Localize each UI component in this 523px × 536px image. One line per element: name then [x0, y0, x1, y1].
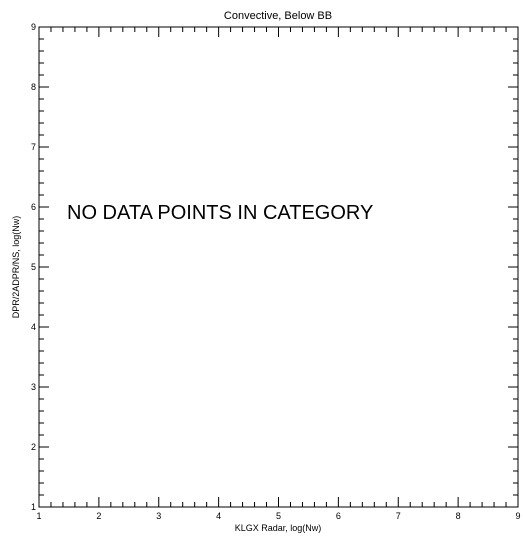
x-tick-label: 7	[396, 511, 401, 521]
y-tick-label: 4	[31, 322, 36, 332]
x-tick-label: 6	[336, 511, 341, 521]
y-tick-label: 5	[31, 262, 36, 272]
y-tick-label: 1	[31, 502, 36, 512]
y-tick-label: 9	[31, 22, 36, 32]
y-tick-label: 7	[31, 142, 36, 152]
chart-title: Convective, Below BB	[224, 10, 332, 22]
x-tick-label: 3	[156, 511, 161, 521]
y-tick-label: 3	[31, 382, 36, 392]
x-tick-label: 9	[515, 511, 520, 521]
axis-tick-labels: 1 2 3 4 5 6 7 8 9 1 2 3 4 5 6 7 8 9	[31, 22, 521, 521]
y-tick-label: 2	[31, 442, 36, 452]
y-tick-label: 8	[31, 82, 36, 92]
x-tick-label: 4	[216, 511, 221, 521]
x-axis-label: KLGX Radar, log(Nw)	[235, 523, 322, 533]
x-tick-label: 8	[456, 511, 461, 521]
no-data-annotation: NO DATA POINTS IN CATEGORY	[67, 202, 373, 224]
x-tick-label: 5	[276, 511, 281, 521]
axis-ticks	[38, 26, 519, 508]
y-tick-label: 6	[31, 202, 36, 212]
x-tick-label: 1	[36, 511, 41, 521]
x-tick-label: 2	[96, 511, 101, 521]
y-axis-label: DPR/2ADPR/NS, log(Nw)	[11, 216, 21, 319]
plot-frame	[38, 26, 519, 508]
